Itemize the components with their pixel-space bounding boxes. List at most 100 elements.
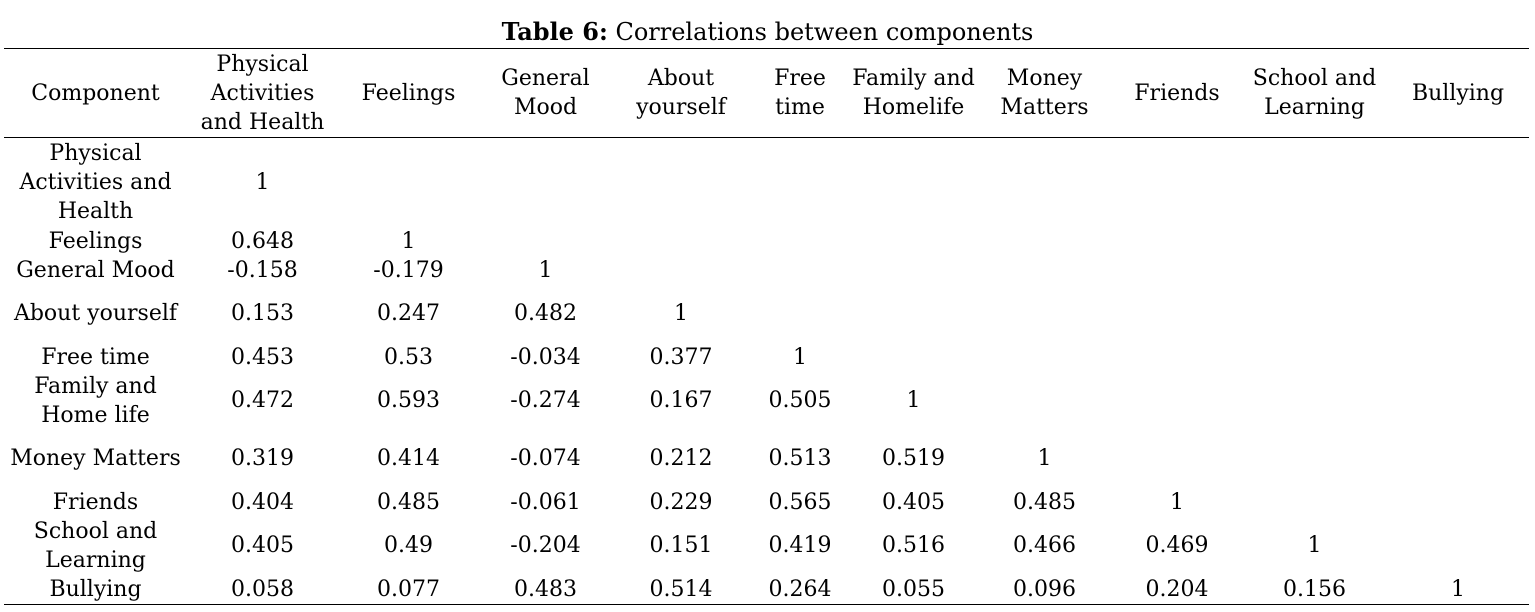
table-cell: [1242, 227, 1387, 256]
table-cell: [1112, 372, 1242, 430]
table-cell: [479, 138, 612, 227]
column-header: About yourself: [612, 48, 750, 138]
table-cell: [977, 227, 1112, 256]
table-row: Family and Home life 0.472 0.593 -0.274 0.16…: [4, 372, 1529, 430]
table-cell: [1242, 430, 1387, 488]
table-cell: 1: [1387, 574, 1529, 605]
table-cell: -0.158: [227, 257, 298, 283]
table-row: General Mood -0.158 -0.179 1: [4, 256, 1529, 285]
table-row: School and Learning 0.405 0.49 -0.204 0.151 0…: [4, 517, 1529, 575]
table-cell: [1112, 343, 1242, 372]
table-cell: 0.485: [377, 489, 440, 515]
table-cell: 0.593: [377, 388, 440, 413]
table-cell: -0.179: [373, 257, 444, 283]
table-cell: [750, 227, 850, 256]
table-cell: [1387, 227, 1529, 256]
table-cell: 0.319: [231, 446, 294, 471]
table-cell: [1112, 227, 1242, 256]
column-header: Money Matters: [977, 48, 1112, 138]
table-cell: 0.513: [768, 446, 832, 471]
table-cell: [612, 256, 750, 285]
table-row: Friends 0.404 0.485 -0.061 0.229 0.565 0.405 0.…: [4, 488, 1529, 517]
row-label: Free time: [41, 344, 150, 370]
table-cell: 0.516: [882, 533, 945, 558]
table-cell: [1112, 256, 1242, 285]
table-cell: 1: [401, 228, 416, 254]
table-cell: [977, 343, 1112, 372]
table-cell: 0.096: [977, 574, 1112, 605]
table-cell: 0.414: [377, 446, 440, 471]
table-cell: 0.519: [882, 446, 945, 471]
table-cell: 0.405: [882, 489, 945, 515]
table-cell: [1242, 343, 1387, 372]
table-cell: [1242, 285, 1387, 343]
row-label: Physical Activities and Health: [19, 140, 172, 224]
table-cell: [1387, 372, 1529, 430]
table-cell: [1112, 138, 1242, 227]
table-cell: 0.453: [231, 344, 294, 370]
column-header: Friends: [1112, 48, 1242, 138]
table-cell: [1112, 285, 1242, 343]
table-caption-text: Correlations between components: [607, 18, 1034, 46]
table-cell: 0.156: [1242, 574, 1387, 605]
table-cell: 0.419: [768, 533, 832, 558]
column-header: Free time: [750, 48, 850, 138]
table-cell: [612, 227, 750, 256]
table-header: Component Physical Activities and Health…: [4, 48, 1529, 138]
table-cell: [1242, 256, 1387, 285]
table-cell: [850, 343, 977, 372]
table-row: Free time 0.453 0.53 -0.034 0.377 1: [4, 343, 1529, 372]
table-cell: 0.167: [649, 388, 713, 413]
table-cell: 0.377: [649, 344, 713, 370]
table-cell: 0.466: [1013, 533, 1076, 558]
table-cell: 1: [793, 344, 807, 370]
table-cell: [1242, 138, 1387, 227]
table-cell: [1387, 488, 1529, 517]
row-label: Bullying: [4, 574, 187, 605]
header-row: Component Physical Activities and Health…: [4, 48, 1529, 138]
column-header: Physical Activities and Health: [187, 48, 338, 138]
table-caption: Table 6: Correlations between components: [0, 17, 1535, 47]
table-cell: 0.469: [1145, 533, 1209, 558]
column-header: Family and Homelife: [850, 48, 977, 138]
table-cell: [479, 227, 612, 256]
table-cell: [850, 256, 977, 285]
table-row: Money Matters 0.319 0.414 -0.074 0.212 0.513 0…: [4, 430, 1529, 488]
table-cell: 0.565: [768, 489, 832, 515]
table-cell: [1387, 256, 1529, 285]
table-cell: [1242, 488, 1387, 517]
column-header: School and Learning: [1242, 48, 1387, 138]
row-label: Money Matters: [10, 446, 181, 471]
table-cell: 0.058: [187, 574, 338, 605]
table-cell: [850, 285, 977, 343]
table-cell: -0.034: [510, 344, 581, 370]
table-cell: [977, 372, 1112, 430]
table-cell: 1: [538, 257, 553, 283]
row-label: About yourself: [13, 301, 178, 326]
table-cell: 0.514: [612, 574, 750, 605]
table-row: About yourself 0.153 0.247 0.482 1: [4, 285, 1529, 343]
table-cell: 0.53: [384, 344, 433, 370]
table-cell: 0.485: [1013, 489, 1076, 515]
column-header: General Mood: [479, 48, 612, 138]
table-cell: 1: [1170, 489, 1184, 515]
table-cell: 0.405: [231, 533, 294, 558]
table-cell: [338, 138, 479, 227]
table-cell: 1: [255, 169, 270, 195]
row-label: Feelings: [48, 228, 143, 254]
table-row: Feelings 0.648 1: [4, 227, 1529, 256]
table-cell: 0.482: [514, 301, 577, 326]
row-label: General Mood: [16, 257, 175, 283]
table-cell: 0.153: [231, 301, 294, 326]
correlation-table: Component Physical Activities and Health…: [4, 48, 1529, 605]
column-header: Bullying: [1387, 48, 1529, 138]
table-cell: -0.274: [510, 388, 581, 413]
table-cell: [977, 285, 1112, 343]
table-cell: 0.077: [338, 574, 479, 605]
table-cell: 1: [674, 301, 688, 326]
table-cell: 0.472: [231, 388, 294, 413]
table-cell: 0.204: [1112, 574, 1242, 605]
table-cell: [750, 285, 850, 343]
table-row: Physical Activities and Health 1: [4, 138, 1529, 227]
table-cell: 0.247: [377, 301, 440, 326]
